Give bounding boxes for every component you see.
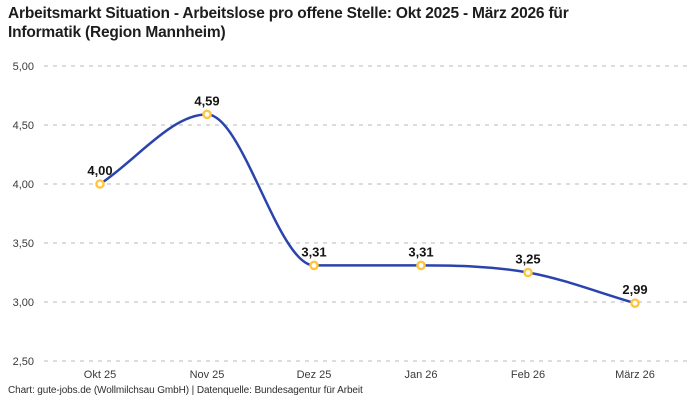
x-tick-label: Okt 25 <box>84 369 116 381</box>
chart-title-line-1: Arbeitsmarkt Situation - Arbeitslose pro… <box>8 5 569 22</box>
y-tick-label: 5,00 <box>13 61 34 73</box>
data-point-marker[interactable] <box>202 109 212 120</box>
data-point-marker[interactable] <box>523 267 533 278</box>
series-line <box>98 113 637 305</box>
chart-title: Arbeitsmarkt Situation - Arbeitslose pro… <box>8 4 668 43</box>
y-tick-label: 3,00 <box>13 297 34 309</box>
chart-title-line-2: Informatik (Region Mannheim) <box>8 24 226 42</box>
x-tick-label: Jan 26 <box>404 369 437 381</box>
data-point-marker[interactable] <box>630 298 640 308</box>
data-point-label: 3,31 <box>408 244 433 259</box>
x-tick-label: Dez 25 <box>297 369 332 381</box>
data-point-marker[interactable] <box>95 179 105 189</box>
y-tick-label: 2,50 <box>13 356 34 368</box>
data-point-label: 3,25 <box>515 252 540 267</box>
chart-credit: Chart: gute-jobs.de (Wollmilchsau GmbH) … <box>8 385 363 396</box>
x-tick-label: März 26 <box>615 369 655 381</box>
data-point-label: 3,31 <box>301 244 326 259</box>
y-tick-label: 4,00 <box>13 179 34 191</box>
y-tick-label: 4,50 <box>13 120 34 132</box>
data-point-label: 4,59 <box>194 93 219 108</box>
data-point-marker[interactable] <box>309 260 319 271</box>
x-tick-label: Feb 26 <box>511 369 545 381</box>
y-tick-label: 3,50 <box>13 238 34 250</box>
data-point-marker[interactable] <box>416 260 426 271</box>
data-point-label: 2,99 <box>622 282 647 297</box>
data-point-label: 4,00 <box>87 163 112 178</box>
x-tick-label: Nov 25 <box>190 369 225 381</box>
